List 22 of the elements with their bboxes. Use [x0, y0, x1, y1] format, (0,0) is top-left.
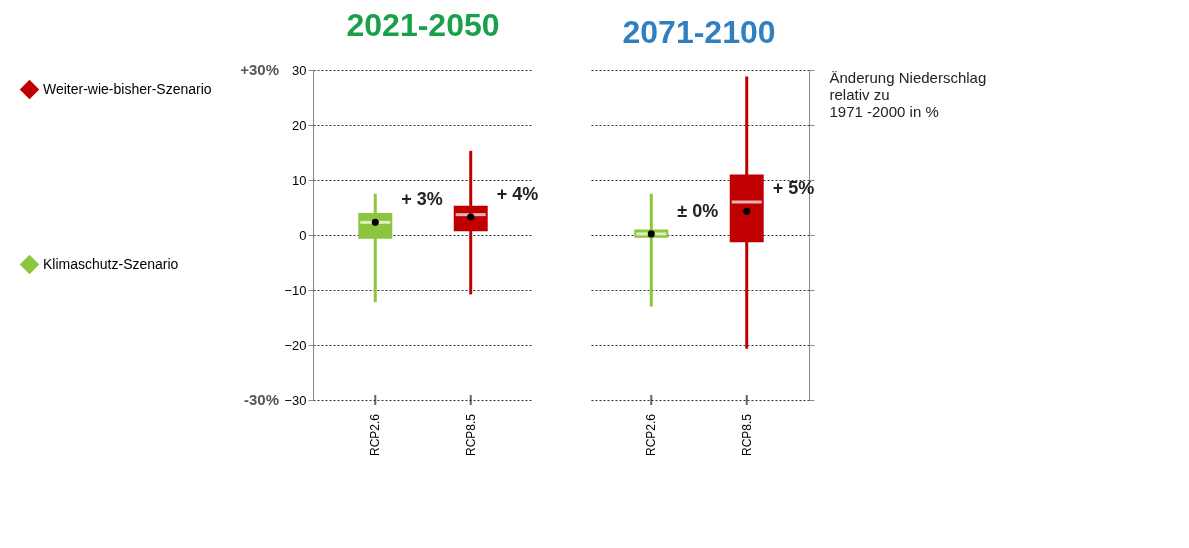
annotation: + 3%	[401, 189, 443, 210]
y-axis-title: Änderung Niederschlag relativ zu 1971 -2000 in %	[829, 68, 987, 120]
y-tick-label: 0	[299, 227, 307, 243]
x-tick-label: RCP8.5	[739, 413, 754, 457]
x-tick-label: RCP2.6	[368, 413, 383, 457]
annotation: + 4%	[496, 183, 539, 204]
annotation: ± 0%	[677, 200, 719, 221]
y-tick-label: 30	[292, 62, 307, 78]
chart-title: 2021-2050	[346, 7, 500, 43]
chart-title: 2071-2100	[622, 13, 776, 50]
y-tick-label: −20	[284, 337, 307, 353]
legend-label: Klimaschutz-Szenario	[43, 255, 179, 272]
text: +30%	[240, 61, 279, 78]
y-tick-label: −10	[284, 282, 307, 298]
legend-label: Weiter-wie-bisher-Szenario	[43, 80, 212, 97]
text: -30%	[243, 391, 279, 408]
y-tick-label: −30	[284, 392, 307, 408]
x-tick-label: RCP8.5	[463, 413, 478, 457]
x-tick-label: RCP2.6	[644, 413, 659, 457]
annotation: + 5%	[772, 178, 815, 199]
y-tick-label: 20	[292, 117, 307, 133]
y-tick-label: 10	[292, 172, 307, 188]
